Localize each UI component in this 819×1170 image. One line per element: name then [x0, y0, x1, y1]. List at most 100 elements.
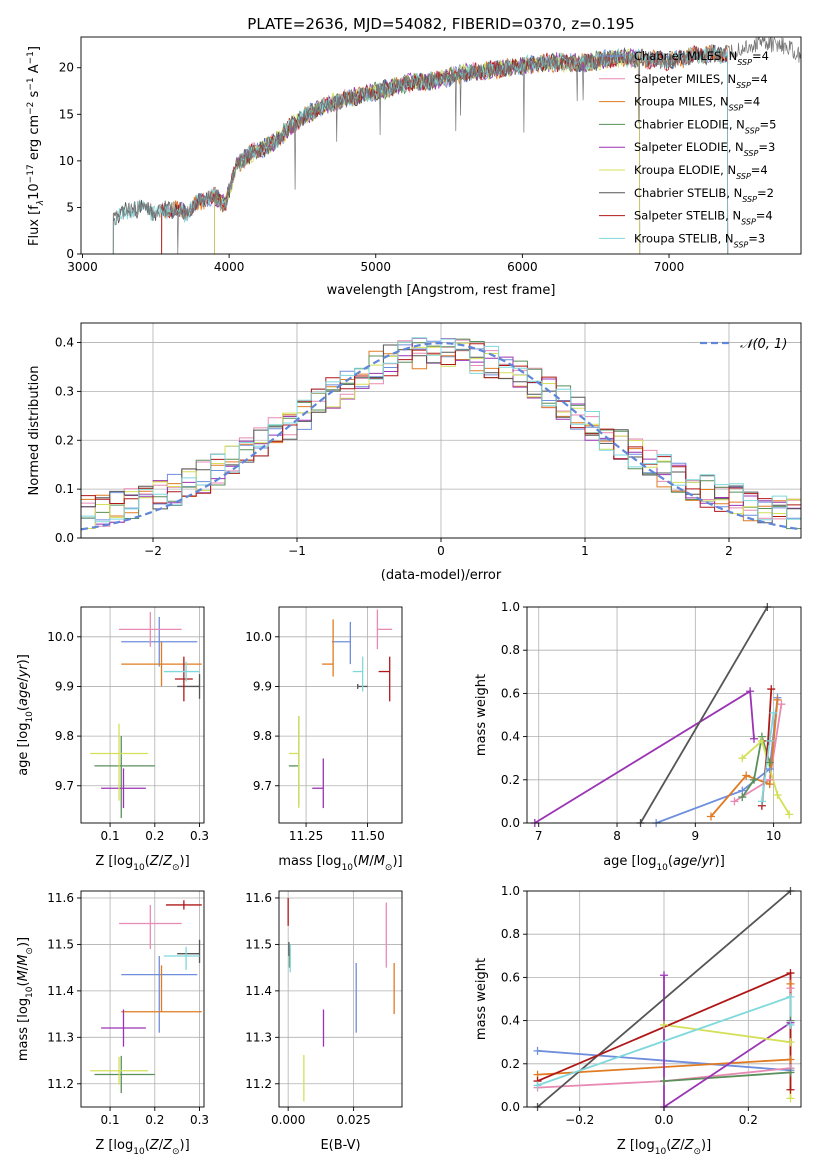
y-tick-label: 0.0	[55, 531, 74, 545]
plus-marker	[757, 797, 766, 806]
plus-marker	[706, 812, 715, 821]
legend-model-name: Salpeter STELIB, N	[634, 209, 741, 223]
plus-marker	[777, 700, 786, 709]
y-tick-label: 0.8	[501, 643, 520, 657]
y-tick-label: 10.0	[47, 630, 74, 644]
plus-marker	[730, 797, 739, 806]
x-tick-label: 1	[581, 544, 589, 558]
plus-marker	[746, 687, 755, 696]
y-tick-label: 11.3	[47, 1030, 74, 1044]
y-tick-label: 20	[59, 61, 74, 75]
y-axis-label: mass weight	[474, 674, 489, 756]
plot-area-mass-vs-Z	[89, 900, 202, 1094]
legend-value: =4	[752, 49, 769, 63]
label-part: ⊙	[172, 863, 180, 873]
legend-subscript: SSP	[729, 103, 744, 112]
label-part: (	[16, 706, 31, 711]
label-part: ⊙	[25, 947, 35, 955]
x-tick-label: 6000	[507, 260, 538, 274]
plus-marker	[786, 992, 795, 1001]
y-tick-label: 10	[59, 154, 74, 168]
x-tick-label: 10	[766, 829, 781, 843]
y-tick-label: 0.6	[501, 970, 520, 984]
plot-area-residuals	[81, 337, 801, 531]
plus-marker	[786, 1085, 795, 1094]
label-part: Z	[684, 1138, 695, 1153]
x-tick-label: 0.0	[654, 1113, 673, 1127]
y-tick-label: 0.0	[501, 1100, 520, 1114]
y-tick-label: 0.0	[501, 816, 520, 830]
x-tick-label: 0.1	[101, 1113, 120, 1127]
panel-mass-weight-vs-Z: −0.2 0.0 0.20.00.20.40.60.81.0Z [log10(Z/Z…	[474, 884, 802, 1157]
label-part: (	[668, 854, 673, 869]
plus-marker	[767, 685, 776, 694]
plot-area-age-vs-Z	[89, 611, 202, 819]
plot-area-mass-vs-EBV	[287, 897, 395, 1102]
y-tick-label: 11.5	[245, 937, 272, 951]
label-part: −1	[26, 51, 36, 64]
label-part: /	[159, 1138, 164, 1153]
y-tick-label: 11.6	[245, 891, 272, 905]
plus-marker	[786, 1094, 795, 1103]
label-part: mass [log	[278, 854, 341, 869]
legend-value: =4	[751, 72, 768, 86]
panel-residuals: −2 −1 0 1 2 0.0 0.1 0.2 0.3 0.4 (data-model)/error…	[27, 322, 802, 583]
y-tick-label: 9.8	[253, 729, 272, 743]
y-tick-label: 0.2	[55, 433, 74, 447]
legend-entry: Chabrier STELIB, NSSP=2	[634, 186, 774, 204]
label-part: ⊙	[693, 1147, 701, 1157]
x-tick-label: 2	[725, 544, 733, 558]
axes-frame	[278, 606, 403, 824]
x-tick-label: 7000	[654, 260, 685, 274]
x-tick-label: 5000	[360, 260, 391, 274]
x-tick-label: 0.000	[271, 1113, 305, 1127]
label-part: ⊙	[385, 863, 393, 873]
label-part: Z	[670, 1138, 681, 1153]
plus-marker	[786, 1068, 795, 1077]
x-axis-label: (data-model)/error	[381, 568, 502, 583]
plus-marker	[660, 971, 668, 980]
legend-entry: Chabrier ELODIE, NSSP=5	[634, 117, 776, 135]
x-tick-label: 7	[535, 829, 543, 843]
y-tick-label: 5	[66, 200, 74, 214]
axes-frame	[80, 36, 802, 255]
legend-subscript: SSP	[741, 217, 756, 226]
histogram-step-line	[81, 343, 801, 517]
plus-marker	[738, 754, 747, 763]
label-part: age	[673, 854, 697, 869]
label-part: erg cm	[27, 115, 42, 164]
plus-marker	[750, 734, 759, 743]
label-part: Flux [f	[27, 205, 42, 246]
x-axis-label: Z [log10(Z/Z⊙)]	[95, 1138, 189, 1157]
y-tick-label: 0.4	[501, 1014, 520, 1028]
label-part: 10	[133, 863, 145, 873]
x-axis-label: mass [log10(M/M⊙)]	[278, 854, 402, 873]
y-tick-label: 0.4	[55, 336, 74, 350]
axes-frame	[80, 606, 205, 824]
legend-entry: 𝒩(0, 1)	[740, 337, 787, 352]
legend-subscript: SSP	[737, 58, 752, 67]
y-axis-label: Normed distribution	[27, 366, 42, 496]
data-spectrum-line	[112, 37, 801, 254]
label-part: /	[369, 854, 374, 869]
y-axis-label: age [log10(age/yr)]	[16, 654, 35, 776]
x-tick-label: 9	[691, 829, 699, 843]
plus-marker	[738, 793, 747, 802]
legend-subscript: SSP	[736, 80, 751, 89]
label-part: /	[16, 677, 31, 682]
plus-marker	[742, 771, 751, 780]
label-part: 10	[342, 863, 354, 873]
y-tick-label: 11.2	[47, 1077, 74, 1091]
legend-subscript: SSP	[742, 194, 757, 203]
legend-entry: Kroupa MILES, NSSP=4	[634, 95, 760, 113]
label-part: 10	[133, 1147, 145, 1157]
y-tick-label: 0.2	[501, 773, 520, 787]
legend-subscript: SSP	[736, 172, 751, 181]
legend-model-name: Chabrier MILES, N	[634, 49, 737, 63]
label-part: /	[16, 965, 31, 970]
x-tick-label: 4000	[214, 260, 245, 274]
label-part: )]	[392, 854, 402, 869]
legend-entry: Salpeter STELIB, NSSP=4	[634, 209, 773, 227]
